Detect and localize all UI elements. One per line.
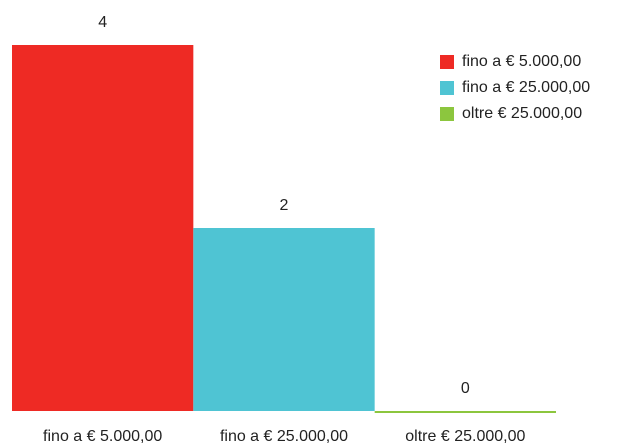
x-tick-label: oltre € 25.000,00 (405, 428, 525, 445)
value-label: 2 (280, 197, 289, 214)
legend-label: fino a € 5.000,00 (462, 53, 581, 70)
legend-label: oltre € 25.000,00 (462, 105, 582, 122)
legend-swatch (440, 55, 454, 69)
x-tick-label: fino a € 5.000,00 (43, 428, 162, 445)
bar (374, 411, 556, 413)
bar (193, 228, 375, 411)
legend-label: fino a € 25.000,00 (462, 79, 590, 96)
legend-swatch (440, 107, 454, 121)
value-label: 4 (98, 14, 107, 31)
value-label: 0 (461, 380, 470, 397)
x-tick-label: fino a € 25.000,00 (220, 428, 348, 445)
bar (12, 45, 194, 411)
legend-swatch (440, 81, 454, 95)
